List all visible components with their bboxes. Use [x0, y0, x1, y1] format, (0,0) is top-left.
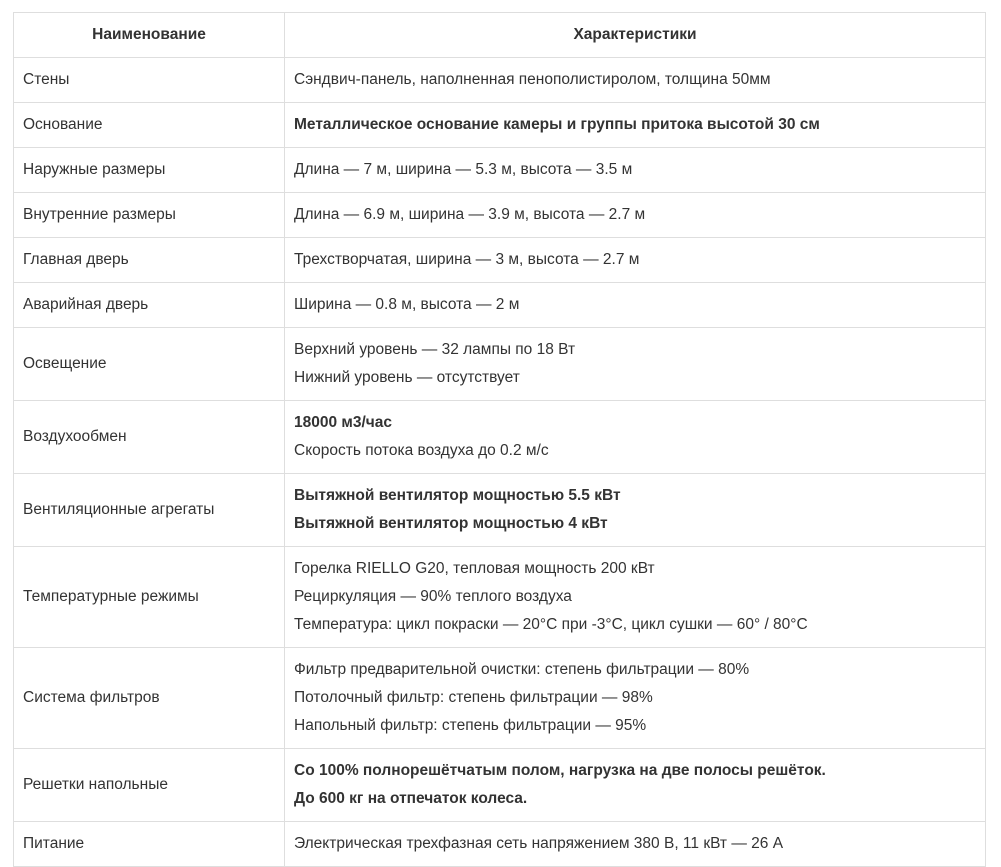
- characteristic-line: Металлическое основание камеры и группы …: [294, 116, 820, 133]
- characteristic-line: 18000 м3/час: [294, 414, 393, 431]
- row-characteristics: Фильтр предварительной очистки: степень …: [284, 647, 986, 749]
- characteristic-line: Длина — 7 м, ширина — 5.3 м, высота — 3.…: [294, 161, 633, 178]
- characteristic-line: Ширина — 0.8 м, высота — 2 м: [294, 296, 520, 313]
- table-row: Питание Электрическая трехфазная сеть нап…: [13, 821, 986, 867]
- characteristic-line: Длина — 6.9 м, ширина — 3.9 м, высота — …: [294, 206, 646, 223]
- header-characteristics: Характеристики: [284, 12, 986, 58]
- row-name: Решетки напольные: [13, 748, 285, 822]
- row-name: Питание: [13, 821, 285, 867]
- row-name: Основание: [13, 102, 285, 148]
- row-characteristics: Длина — 6.9 м, ширина — 3.9 м, высота — …: [284, 192, 986, 238]
- row-characteristics: Трехстворчатая, ширина — 3 м, высота — 2…: [284, 237, 986, 283]
- table-row: Стены Сэндвич-панель, наполненная пенопол…: [13, 57, 986, 103]
- row-name: Воздухообмен: [13, 400, 285, 474]
- characteristic-line: Температура: цикл покраски — 20°C при -3…: [294, 616, 808, 633]
- characteristic-line: До 600 кг на отпечаток колеса.: [294, 790, 528, 807]
- table-row: Аварийная дверь Ширина — 0.8 м, высота — …: [13, 282, 986, 328]
- table-row: Вентиляционные агрегаты Вытяжной вентилят…: [13, 473, 986, 547]
- table-row: Решетки напольные Со 100% полнорешётчатым…: [13, 748, 986, 822]
- row-characteristics: Электрическая трехфазная сеть напряжение…: [284, 821, 986, 867]
- characteristic-line: Горелка RIELLO G20, тепловая мощность 20…: [294, 560, 655, 577]
- characteristic-line: Вытяжной вентилятор мощностью 5.5 кВт: [294, 487, 621, 504]
- row-characteristics: Металлическое основание камеры и группы …: [284, 102, 986, 148]
- characteristic-line: Потолочный фильтр: степень фильтрации — …: [294, 689, 653, 706]
- row-characteristics: Ширина — 0.8 м, высота — 2 м: [284, 282, 986, 328]
- table-row: Система фильтров Фильтр предварительной о…: [13, 647, 986, 749]
- characteristic-line: Электрическая трехфазная сеть напряжение…: [294, 835, 784, 852]
- table-row: Освещение Верхний уровень — 32 лампы по 1…: [13, 327, 986, 401]
- table-header-row: Наименование Характеристики: [13, 12, 986, 58]
- table-row: Наружные размеры Длина — 7 м, ширина — 5.…: [13, 147, 986, 193]
- table-row: Воздухообмен 18000 м3/час Скорость потока …: [13, 400, 986, 474]
- table-row: Главная дверь Трехстворчатая, ширина — 3 …: [13, 237, 986, 283]
- row-name: Аварийная дверь: [13, 282, 285, 328]
- specifications-table: Наименование Характеристики Стены Сэндвич…: [13, 12, 986, 867]
- row-characteristics: Длина — 7 м, ширина — 5.3 м, высота — 3.…: [284, 147, 986, 193]
- row-characteristics: Сэндвич-панель, наполненная пенополистир…: [284, 57, 986, 103]
- characteristic-line: Рециркуляция — 90% теплого воздуха: [294, 588, 572, 605]
- characteristic-line: Сэндвич-панель, наполненная пенополистир…: [294, 71, 771, 88]
- row-name: Температурные режимы: [13, 546, 285, 648]
- row-characteristics: 18000 м3/час Скорость потока воздуха до 0…: [284, 400, 986, 474]
- table-row: Внутренние размеры Длина — 6.9 м, ширина …: [13, 192, 986, 238]
- row-name: Внутренние размеры: [13, 192, 285, 238]
- characteristic-line: Со 100% полнорешётчатым полом, нагрузка …: [294, 762, 826, 779]
- characteristic-line: Фильтр предварительной очистки: степень …: [294, 661, 750, 678]
- row-name: Наружные размеры: [13, 147, 285, 193]
- row-name: Главная дверь: [13, 237, 285, 283]
- characteristic-line: Скорость потока воздуха до 0.2 м/с: [294, 442, 549, 459]
- header-name: Наименование: [13, 12, 285, 58]
- table-row: Основание Металлическое основание камеры …: [13, 102, 986, 148]
- table-row: Температурные режимы Горелка RIELLO G20, …: [13, 546, 986, 648]
- row-characteristics: Вытяжной вентилятор мощностью 5.5 кВт Выт…: [284, 473, 986, 547]
- row-name: Стены: [13, 57, 285, 103]
- characteristic-line: Верхний уровень — 32 лампы по 18 Вт: [294, 341, 576, 358]
- characteristic-line: Вытяжной вентилятор мощностью 4 кВт: [294, 515, 608, 532]
- row-name: Освещение: [13, 327, 285, 401]
- characteristic-line: Трехстворчатая, ширина — 3 м, высота — 2…: [294, 251, 640, 268]
- row-characteristics: Верхний уровень — 32 лампы по 18 Вт Нижни…: [284, 327, 986, 401]
- row-name: Вентиляционные агрегаты: [13, 473, 285, 547]
- row-characteristics: Горелка RIELLO G20, тепловая мощность 20…: [284, 546, 986, 648]
- row-characteristics: Со 100% полнорешётчатым полом, нагрузка …: [284, 748, 986, 822]
- characteristic-line: Напольный фильтр: степень фильтрации — 9…: [294, 717, 647, 734]
- characteristic-line: Нижний уровень — отсутствует: [294, 369, 520, 386]
- row-name: Система фильтров: [13, 647, 285, 749]
